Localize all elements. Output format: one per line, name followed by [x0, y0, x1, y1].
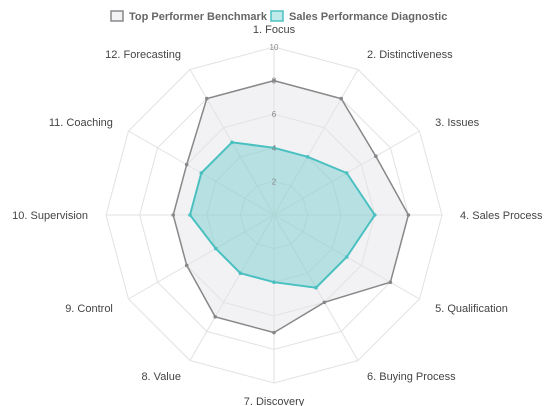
legend-label: Top Performer Benchmark: [129, 11, 268, 23]
data-point[interactable]: [184, 263, 189, 268]
data-point[interactable]: [272, 330, 276, 335]
data-point[interactable]: [388, 280, 393, 285]
axis-label: 8. Value: [141, 371, 181, 383]
legend-swatch: [110, 10, 124, 22]
data-point[interactable]: [184, 162, 189, 167]
axis-label: 12. Forecasting: [105, 49, 181, 61]
data-point[interactable]: [373, 213, 377, 217]
legend[interactable]: Top Performer Benchmark Sales Performance…: [110, 10, 447, 23]
axis-label: 4. Sales Process: [460, 210, 543, 222]
data-point[interactable]: [374, 154, 378, 158]
data-point[interactable]: [205, 96, 209, 101]
legend-item-benchmark[interactable]: Top Performer Benchmark: [110, 10, 268, 23]
axis-label: 9. Control: [65, 303, 113, 315]
data-point[interactable]: [230, 140, 234, 145]
data-point[interactable]: [171, 213, 175, 217]
data-point[interactable]: [272, 146, 276, 150]
data-point[interactable]: [322, 300, 327, 305]
axis-label: 6. Buying Process: [367, 371, 456, 383]
legend-swatch: [270, 10, 284, 22]
axis-labels: 1. Focus 2. Distinctiveness 3. Issues 4. Sa…: [12, 24, 543, 406]
data-point[interactable]: [199, 171, 204, 175]
series-layer: [171, 78, 411, 335]
radial-ticks: 2 4 6 8 10: [270, 43, 279, 186]
axis-label: 5. Qualification: [435, 303, 508, 315]
data-point[interactable]: [188, 213, 192, 217]
data-point[interactable]: [344, 255, 349, 259]
spoke-line: [189, 214, 275, 361]
data-point[interactable]: [238, 271, 243, 276]
tick-label: 6: [272, 110, 277, 119]
data-point[interactable]: [272, 280, 276, 285]
tick-label: 8: [272, 77, 277, 86]
tick-label: 2: [272, 177, 277, 186]
data-point[interactable]: [305, 155, 310, 159]
legend-label: Sales Performance Diagnostic: [289, 11, 447, 23]
data-point[interactable]: [272, 78, 276, 83]
data-point[interactable]: [339, 96, 344, 101]
data-point[interactable]: [344, 171, 349, 175]
axis-label: 2. Distinctiveness: [367, 49, 453, 61]
data-point[interactable]: [213, 315, 217, 319]
series-diagnostic: [188, 140, 377, 290]
tick-label: 4: [272, 144, 277, 153]
axis-label: 3. Issues: [435, 117, 480, 129]
axis-label: 11. Coaching: [49, 117, 113, 129]
axis-label: 10. Supervision: [12, 210, 88, 222]
spoke-line: [273, 69, 359, 216]
spoke-line: [128, 214, 275, 300]
data-point[interactable]: [214, 246, 218, 251]
legend-item-diagnostic[interactable]: Sales Performance Diagnostic: [270, 10, 447, 23]
data-point[interactable]: [406, 213, 411, 217]
axis-label: 1. Focus: [253, 24, 296, 36]
axis-label: 7. Discovery: [244, 396, 305, 406]
data-point[interactable]: [314, 285, 318, 290]
tick-label: 10: [270, 43, 279, 52]
